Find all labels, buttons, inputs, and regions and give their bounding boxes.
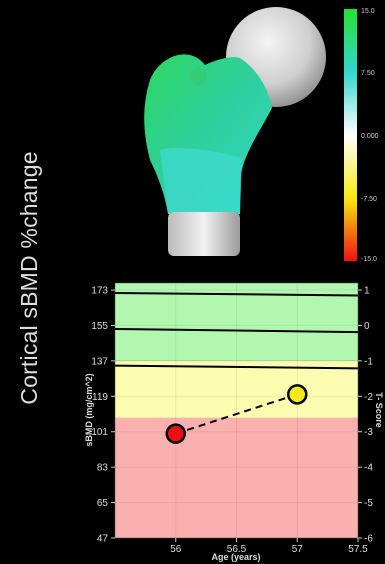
y-tick-label: 155 (91, 321, 108, 332)
y-tick-label: 83 (97, 463, 109, 474)
femoral-shaft (168, 212, 240, 256)
colorbar-tick-label: 15.0 (361, 8, 375, 15)
risk-band (115, 290, 358, 361)
y2-tick-label: -4 (364, 463, 373, 474)
y2-tick-label: -3 (364, 427, 373, 438)
reference-line (114, 291, 359, 297)
x-tick-label: 57 (292, 544, 304, 555)
y-tick-label: 101 (91, 427, 108, 438)
data-point (165, 423, 186, 444)
colorbar: 15.0 7.50 0.000 -7.50 -15.0 (344, 8, 379, 263)
colorbar-tick-label: -7.50 (361, 196, 377, 203)
femur-3d-model (144, 7, 326, 256)
y2-tick-label: -2 (364, 392, 373, 403)
y2-tick-label: -6 (364, 534, 373, 545)
lesser-trochanter-detail (190, 67, 207, 87)
colorbar-tick-label: -15.0 (361, 256, 377, 263)
y-tick-label: 47 (97, 534, 109, 545)
cyan-shaft-region (160, 147, 242, 214)
y-tick-label: 65 (97, 498, 109, 509)
x-tick-label: 57.5 (348, 544, 368, 555)
y2-tick-label: 1 (364, 286, 370, 297)
colorbar-tick-label: 0.000 (361, 133, 379, 140)
y-axis-label: sBMD (mg/cm^2) (84, 373, 94, 446)
y2-tick-label: -5 (364, 498, 373, 509)
x-tick-label: 56 (170, 544, 182, 555)
colorbar-gradient (344, 9, 357, 261)
y-tick-label: 119 (92, 392, 108, 403)
reference-line (114, 327, 359, 334)
y2-tick-label: -1 (364, 356, 373, 367)
risk-band (115, 360, 358, 418)
y2-axis-label: T- Score (374, 392, 384, 428)
x-axis-label: Age (years) (211, 552, 260, 562)
y2-tick-label: 0 (364, 321, 370, 332)
data-point (287, 384, 308, 405)
y-tick-label: 137 (91, 356, 108, 367)
colorbar-tick-label: 7.50 (361, 70, 375, 77)
reference-line (114, 364, 359, 370)
series-line (175, 393, 298, 435)
y-tick-label: 173 (91, 286, 108, 297)
risk-band-top (115, 283, 358, 290)
risk-band (115, 417, 358, 538)
x-tick-label: 56.5 (227, 544, 247, 555)
